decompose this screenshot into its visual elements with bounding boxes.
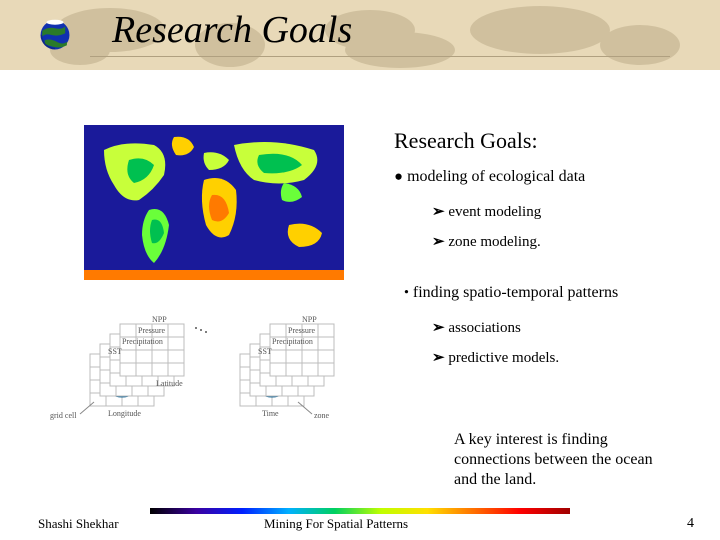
bullet-modeling-text: modeling of ecological data bbox=[407, 168, 585, 185]
footer-author: Shashi Shekhar bbox=[38, 516, 119, 532]
diagram-label-pressure: Pressure bbox=[138, 326, 166, 335]
svg-text:Precipitation: Precipitation bbox=[272, 337, 313, 346]
diagram-label-npp: NPP bbox=[152, 315, 167, 324]
diagram-label-precip: Precipitation bbox=[122, 337, 163, 346]
svg-text:SST: SST bbox=[258, 347, 272, 356]
sub-associations: ➢ associations bbox=[432, 318, 521, 337]
content-subtitle: Research Goals: bbox=[394, 128, 538, 154]
svg-text:NPP: NPP bbox=[302, 315, 317, 324]
sub-zone-text: zone modeling. bbox=[448, 234, 540, 250]
header-map-background bbox=[0, 0, 720, 70]
sub-zone-modeling: ➢ zone modeling. bbox=[432, 232, 541, 251]
diagram-axis-longitude: Longitude bbox=[108, 409, 141, 418]
key-interest-text: A key interest is finding connections be… bbox=[454, 430, 674, 490]
slide-title: Research Goals bbox=[112, 8, 352, 52]
bullet-patterns: • finding spatio-temporal patterns bbox=[404, 284, 618, 302]
bullet-dot-icon: • bbox=[404, 285, 409, 300]
grid-diagram: NPP Pressure Precipitation SST Latitude … bbox=[44, 302, 364, 442]
arrow-icon: ➢ bbox=[432, 234, 445, 250]
diagram-axis-time: Time bbox=[262, 409, 279, 418]
title-underline bbox=[90, 56, 670, 57]
sub-event-text: event modeling bbox=[448, 204, 541, 220]
arrow-icon: ➢ bbox=[432, 320, 445, 336]
arrow-icon: ➢ bbox=[432, 204, 445, 220]
footer-title: Mining For Spatial Patterns bbox=[264, 516, 408, 532]
globe-icon bbox=[38, 18, 72, 52]
sub-predictive: ➢ predictive models. bbox=[432, 348, 559, 367]
svg-text:Pressure: Pressure bbox=[288, 326, 316, 335]
bullet-dot-icon: • bbox=[394, 162, 403, 191]
arrow-icon: ➢ bbox=[432, 350, 445, 366]
diagram-label-sst: SST bbox=[108, 347, 122, 356]
bullet-patterns-text: finding spatio-temporal patterns bbox=[413, 284, 618, 301]
spectrum-bar bbox=[150, 508, 570, 514]
sub-event-modeling: ➢ event modeling bbox=[432, 202, 541, 221]
diagram-axis-latitude: Latitude bbox=[156, 379, 183, 388]
world-map-image bbox=[84, 125, 344, 280]
footer-page-number: 4 bbox=[687, 516, 694, 532]
sub-assoc-text: associations bbox=[448, 320, 521, 336]
bullet-modeling: • modeling of ecological data bbox=[394, 168, 585, 186]
diagram-tag-gridcell: grid cell bbox=[50, 411, 77, 420]
sub-pred-text: predictive models. bbox=[448, 350, 559, 366]
diagram-tag-zone: zone bbox=[314, 411, 330, 420]
header-band bbox=[0, 0, 720, 70]
